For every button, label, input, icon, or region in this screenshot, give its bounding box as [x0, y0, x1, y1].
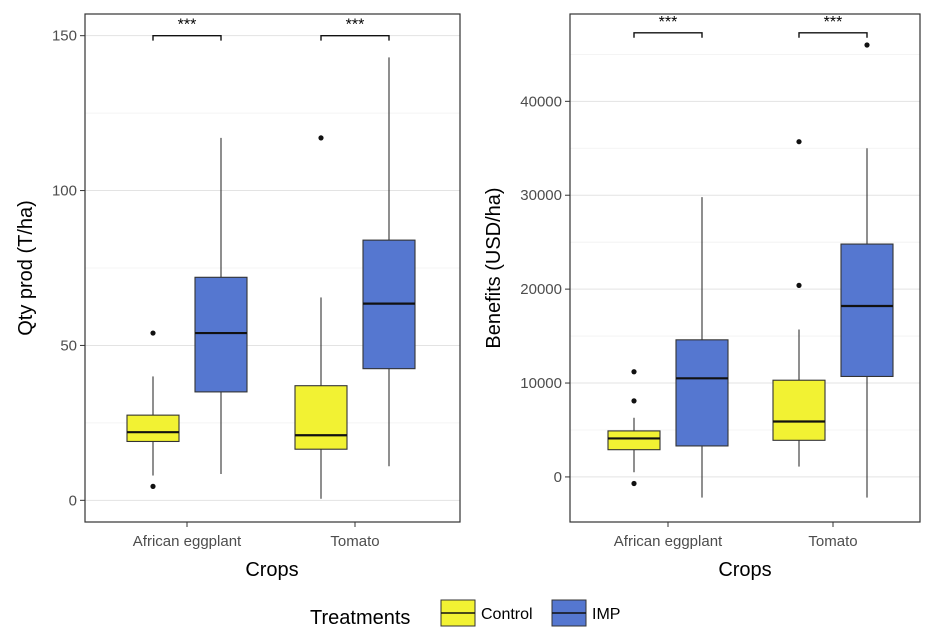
y-axis-title: Benefits (USD/ha)	[483, 187, 505, 348]
x-axis-title: Crops	[718, 559, 771, 581]
significance-bracket	[798, 32, 868, 38]
significance-label: ***	[824, 14, 843, 31]
outlier-point	[631, 369, 637, 375]
outlier-point	[150, 330, 156, 336]
y-tick-label: 0	[554, 469, 562, 486]
benefits-panel: 0 10000 20000 30000 40000 African eggplant Tom…	[483, 13, 921, 581]
outlier-point	[796, 139, 802, 145]
significance-label: ***	[178, 17, 197, 34]
box-control	[126, 414, 180, 443]
x-tick-label: African eggplant	[614, 533, 723, 550]
legend-label-control: Control	[481, 606, 533, 623]
box-control	[607, 430, 661, 451]
outlier-point	[631, 480, 637, 487]
x-tick-label: African eggplant	[133, 533, 242, 550]
outlier-point	[796, 282, 802, 288]
y-tick-label: 0	[69, 492, 77, 509]
y-tick-label: 20000	[520, 281, 562, 298]
outlier-point	[864, 42, 870, 48]
box-control	[772, 379, 826, 441]
legend-label-imp: IMP	[592, 606, 620, 623]
box-control	[294, 385, 348, 450]
box-imp	[194, 276, 248, 393]
outlier-point	[631, 398, 637, 404]
legend: Treatments Control IMP	[310, 599, 620, 629]
significance-bracket	[633, 32, 703, 38]
legend-title: Treatments	[310, 607, 410, 629]
significance-bracket	[152, 34, 222, 41]
y-tick-label: 100	[52, 183, 77, 200]
y-tick-label: 40000	[520, 93, 562, 110]
outlier-point	[150, 483, 156, 489]
y-tick-label: 150	[52, 28, 77, 45]
x-axis-title: Crops	[245, 559, 298, 581]
box-imp	[675, 339, 729, 447]
x-tick-label: Tomato	[330, 533, 379, 550]
x-tick-label: Tomato	[808, 533, 857, 550]
significance-label: ***	[659, 14, 678, 31]
plot-border	[569, 13, 921, 523]
significance-label: ***	[346, 17, 365, 34]
outlier-point	[318, 135, 324, 141]
y-axis-title: Qty prod (T/ha)	[15, 200, 37, 336]
y-tick-label: 30000	[520, 187, 562, 204]
y-tick-label: 10000	[520, 375, 562, 392]
plot-border	[84, 13, 461, 523]
y-tick-label: 50	[60, 337, 77, 354]
qty-prod-panel: 0 50 100 150 African eggplant Tomato *** *** Cro…	[15, 13, 461, 581]
significance-bracket	[320, 34, 390, 41]
box-imp	[840, 243, 894, 378]
